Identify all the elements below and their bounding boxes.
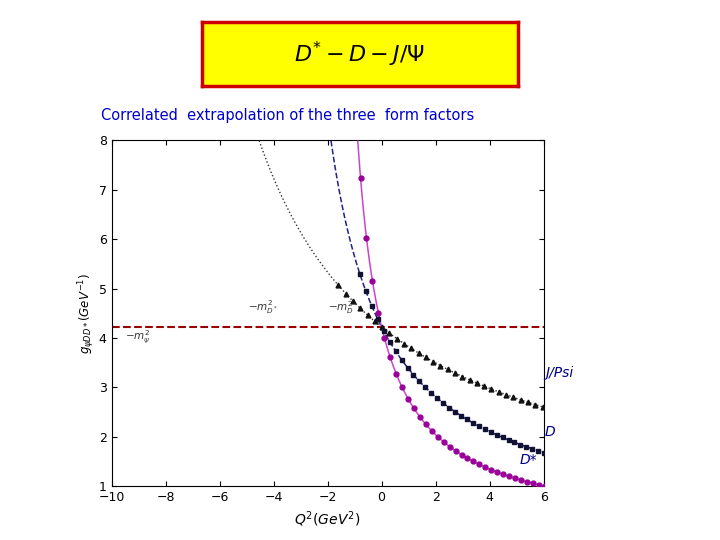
Text: D: D	[545, 424, 556, 438]
Text: $-m^2_\psi$: $-m^2_\psi$	[125, 329, 150, 346]
Text: $-m^2_D$: $-m^2_D$	[328, 299, 354, 316]
Text: J/Psi: J/Psi	[545, 367, 573, 381]
Text: $D^{*} - D - J/\Psi$: $D^{*} - D - J/\Psi$	[294, 39, 426, 69]
X-axis label: $Q^2(GeV^2)$: $Q^2(GeV^2)$	[294, 509, 361, 529]
Y-axis label: $g_{\psi DD*}(GeV^{-1})$: $g_{\psi DD*}(GeV^{-1})$	[77, 273, 97, 354]
Text: Correlated  extrapolation of the three  form factors: Correlated extrapolation of the three fo…	[101, 108, 474, 123]
Text: D*: D*	[519, 453, 537, 467]
Text: $-m^2_{D^*}$: $-m^2_{D^*}$	[248, 298, 278, 316]
